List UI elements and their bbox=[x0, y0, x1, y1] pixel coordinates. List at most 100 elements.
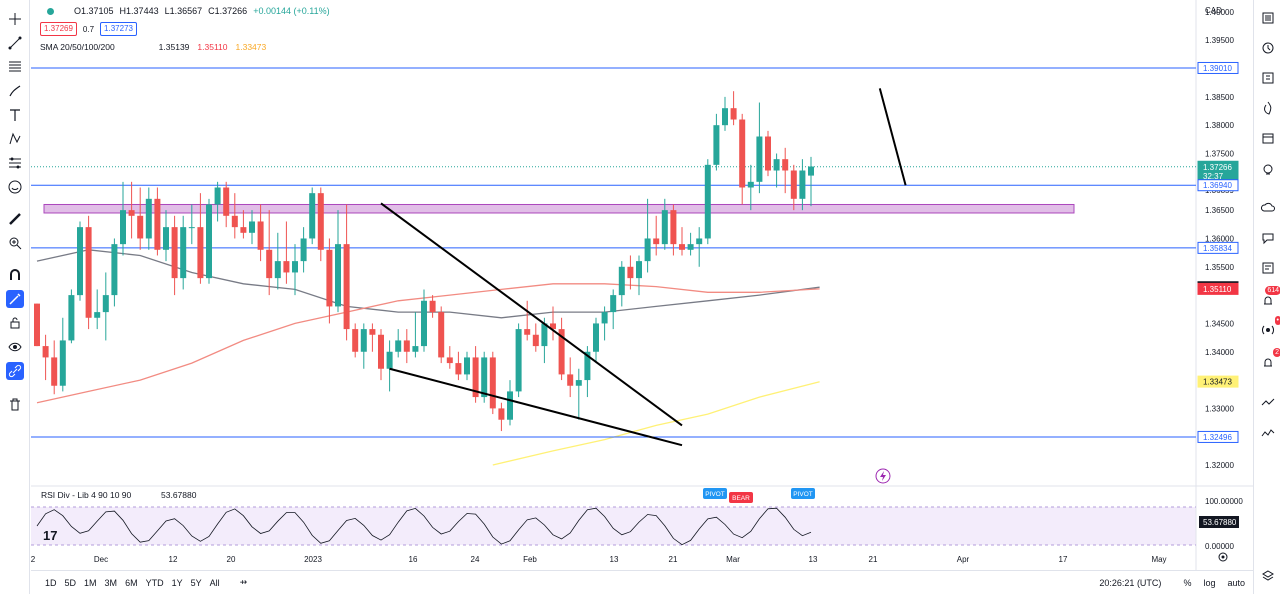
candle[interactable] bbox=[507, 391, 513, 420]
candle[interactable] bbox=[747, 181, 754, 188]
candle[interactable] bbox=[59, 340, 66, 386]
candle[interactable] bbox=[636, 261, 642, 279]
candle[interactable] bbox=[704, 164, 711, 239]
range-all[interactable]: All bbox=[209, 577, 220, 588]
candle[interactable] bbox=[317, 193, 324, 250]
candle[interactable] bbox=[567, 374, 574, 386]
candle[interactable] bbox=[403, 340, 410, 352]
settings-gear-icon[interactable] bbox=[1218, 552, 1228, 562]
candle[interactable] bbox=[653, 238, 660, 245]
range-3m[interactable]: 3M bbox=[104, 577, 118, 588]
crosshair-icon[interactable] bbox=[6, 10, 24, 28]
data-window-icon[interactable] bbox=[1258, 68, 1278, 88]
candle[interactable] bbox=[446, 357, 453, 364]
candle[interactable] bbox=[627, 266, 634, 279]
candle[interactable] bbox=[94, 312, 101, 318]
candle[interactable] bbox=[335, 244, 341, 307]
candle[interactable] bbox=[593, 323, 599, 352]
candle[interactable] bbox=[42, 346, 49, 358]
candle[interactable] bbox=[386, 351, 393, 369]
brush-icon[interactable] bbox=[6, 82, 24, 100]
trend-line-icon[interactable] bbox=[6, 34, 24, 52]
resistance-zone[interactable] bbox=[43, 203, 1075, 214]
range-1m[interactable]: 1M bbox=[84, 577, 97, 588]
candle[interactable] bbox=[197, 227, 204, 279]
candle[interactable] bbox=[231, 215, 238, 228]
candle[interactable] bbox=[575, 380, 582, 386]
calendar-icon[interactable] bbox=[1258, 128, 1278, 148]
trend-line[interactable] bbox=[389, 367, 683, 447]
prediction-icon[interactable] bbox=[6, 154, 24, 172]
candle[interactable] bbox=[214, 187, 221, 205]
candle[interactable] bbox=[68, 295, 75, 341]
rsi-line[interactable] bbox=[36, 507, 812, 546]
candle[interactable] bbox=[808, 166, 814, 176]
candle[interactable] bbox=[489, 357, 496, 409]
candle[interactable] bbox=[274, 261, 281, 279]
candle[interactable] bbox=[730, 108, 737, 120]
candle[interactable] bbox=[300, 238, 307, 262]
pine-editor-icon[interactable] bbox=[1258, 422, 1278, 442]
chat-icon[interactable] bbox=[1258, 228, 1278, 248]
candle[interactable] bbox=[34, 303, 40, 347]
candle[interactable] bbox=[765, 136, 771, 171]
candle[interactable] bbox=[240, 227, 247, 233]
hotlist-icon[interactable] bbox=[1258, 98, 1278, 118]
candle[interactable] bbox=[180, 227, 187, 279]
candle[interactable] bbox=[644, 238, 651, 262]
live-stream-icon[interactable]: • bbox=[1258, 316, 1280, 340]
candle[interactable] bbox=[111, 244, 118, 296]
candle[interactable] bbox=[395, 340, 402, 352]
candle[interactable] bbox=[498, 408, 505, 420]
zoom-in-icon[interactable] bbox=[6, 234, 24, 252]
candle[interactable] bbox=[661, 210, 668, 245]
sell-price-button[interactable]: 1.37269 bbox=[40, 22, 77, 36]
clock-display[interactable]: 20:26:21 (UTC) bbox=[1099, 577, 1162, 588]
candle[interactable] bbox=[171, 227, 178, 279]
candle[interactable] bbox=[412, 346, 419, 352]
candle[interactable] bbox=[77, 227, 83, 296]
candle[interactable] bbox=[154, 198, 161, 250]
range-1d[interactable]: 1D bbox=[45, 577, 57, 588]
text-icon[interactable] bbox=[6, 106, 24, 124]
price-chart[interactable]: 1.400001.395001.385001.380001.375001.368… bbox=[31, 0, 1253, 570]
candle[interactable] bbox=[343, 244, 350, 330]
goto-date-icon[interactable]: ⇸ bbox=[239, 577, 248, 587]
alert-bell-icon[interactable]: 2 bbox=[1258, 348, 1280, 372]
candle[interactable] bbox=[292, 261, 298, 273]
candle[interactable] bbox=[283, 261, 290, 273]
trend-line[interactable] bbox=[380, 202, 683, 427]
range-6m[interactable]: 6M bbox=[125, 577, 138, 588]
trend-line[interactable] bbox=[878, 88, 907, 186]
candle[interactable] bbox=[532, 334, 539, 347]
candle[interactable] bbox=[756, 136, 763, 182]
candle[interactable] bbox=[429, 300, 436, 313]
sma-200-line[interactable] bbox=[492, 381, 820, 466]
candle[interactable] bbox=[360, 329, 367, 352]
candle[interactable] bbox=[378, 334, 384, 369]
candle[interactable] bbox=[309, 193, 316, 239]
candle[interactable] bbox=[799, 170, 806, 199]
candle[interactable] bbox=[120, 210, 126, 245]
eye-icon[interactable] bbox=[6, 338, 24, 356]
buy-price-button[interactable]: 1.37273 bbox=[100, 22, 137, 36]
magnet-icon[interactable] bbox=[6, 266, 24, 284]
range-5d[interactable]: 5D bbox=[64, 577, 77, 588]
candle[interactable] bbox=[739, 119, 746, 188]
candle[interactable] bbox=[618, 266, 625, 296]
candle[interactable] bbox=[206, 204, 212, 279]
candle[interactable] bbox=[790, 170, 797, 199]
candle[interactable] bbox=[670, 210, 677, 245]
news-icon[interactable] bbox=[1258, 258, 1278, 278]
trading-panel-icon[interactable] bbox=[1258, 392, 1278, 412]
alerts-clock-icon[interactable] bbox=[1258, 38, 1278, 58]
candle[interactable] bbox=[558, 329, 565, 375]
candle[interactable] bbox=[601, 312, 608, 324]
watchlist-icon[interactable] bbox=[1258, 8, 1278, 28]
candle[interactable] bbox=[249, 221, 255, 233]
trash-icon[interactable] bbox=[6, 396, 24, 414]
link-icon[interactable] bbox=[6, 362, 24, 380]
candle[interactable] bbox=[145, 198, 152, 239]
candle[interactable] bbox=[51, 357, 58, 386]
candle[interactable] bbox=[696, 238, 703, 245]
